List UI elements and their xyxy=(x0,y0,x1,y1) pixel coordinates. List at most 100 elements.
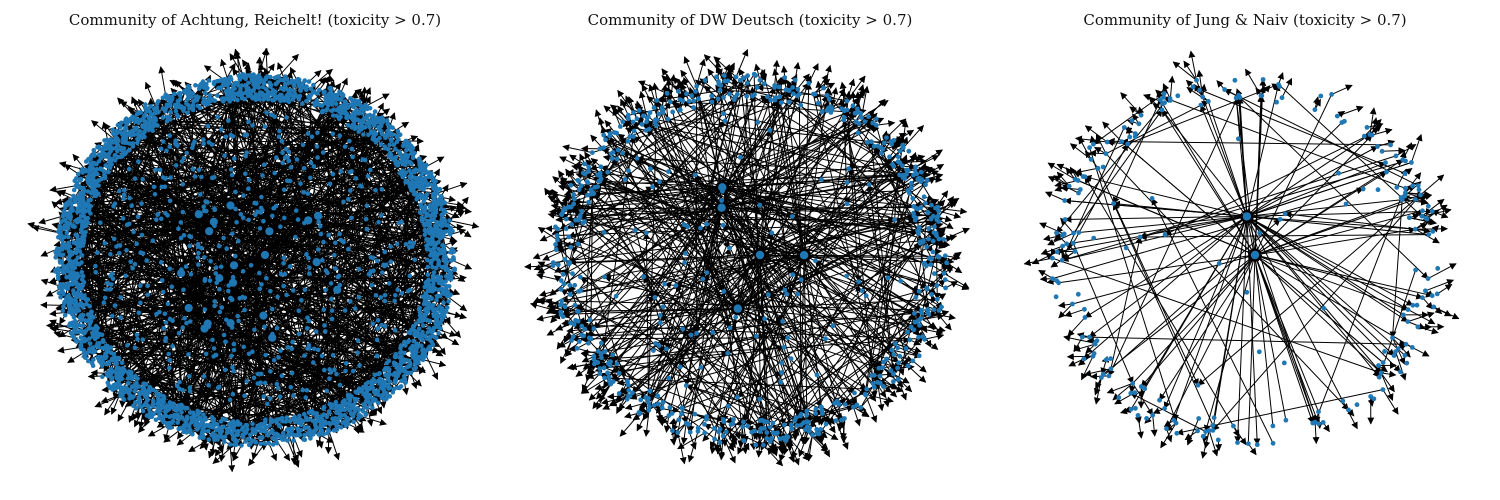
node xyxy=(126,221,132,227)
node xyxy=(124,122,130,127)
node xyxy=(89,160,95,166)
node xyxy=(367,112,373,118)
node xyxy=(348,188,353,193)
node xyxy=(403,380,408,386)
edge xyxy=(188,104,429,232)
node xyxy=(245,89,251,95)
node xyxy=(328,281,334,286)
node xyxy=(181,233,187,238)
node xyxy=(91,326,96,332)
node xyxy=(394,241,400,247)
node xyxy=(207,93,213,98)
edge xyxy=(113,187,424,242)
node xyxy=(314,144,320,149)
node xyxy=(409,348,415,354)
node xyxy=(264,110,269,115)
node xyxy=(317,223,323,229)
node xyxy=(210,337,215,343)
node xyxy=(75,237,81,242)
node xyxy=(180,209,186,215)
node xyxy=(258,77,264,83)
node xyxy=(375,400,381,406)
node xyxy=(227,442,233,447)
node xyxy=(160,175,166,180)
node xyxy=(153,116,158,122)
node xyxy=(143,400,149,406)
edge xyxy=(176,429,198,446)
node xyxy=(364,227,370,232)
node xyxy=(442,264,447,269)
node xyxy=(384,360,390,366)
node xyxy=(168,109,173,115)
node xyxy=(274,440,280,446)
edge xyxy=(651,82,659,101)
node xyxy=(272,114,277,119)
node xyxy=(136,310,142,316)
node xyxy=(429,296,434,302)
node xyxy=(420,337,426,343)
node xyxy=(430,175,435,180)
node xyxy=(134,385,139,390)
node xyxy=(382,249,388,255)
node xyxy=(440,290,446,296)
node xyxy=(339,413,344,418)
node xyxy=(262,324,267,330)
node xyxy=(431,325,437,331)
node xyxy=(278,224,283,229)
node xyxy=(425,264,431,270)
node xyxy=(274,381,280,387)
node xyxy=(358,183,363,188)
node xyxy=(164,114,170,120)
node xyxy=(392,386,397,392)
node xyxy=(241,344,246,350)
node xyxy=(268,333,277,342)
node xyxy=(395,287,401,293)
node xyxy=(376,219,381,225)
edge xyxy=(332,244,443,406)
node xyxy=(389,156,395,161)
node xyxy=(434,298,439,303)
edge xyxy=(143,126,244,219)
node xyxy=(244,132,250,138)
node xyxy=(85,297,91,302)
node xyxy=(358,414,364,419)
node xyxy=(355,350,360,356)
node xyxy=(230,364,235,370)
node xyxy=(78,193,83,198)
node xyxy=(403,159,408,165)
node xyxy=(224,246,229,251)
node xyxy=(90,152,96,158)
node xyxy=(324,388,330,394)
node xyxy=(196,262,201,267)
node xyxy=(140,337,146,342)
node xyxy=(184,430,189,435)
node xyxy=(187,233,192,239)
edge xyxy=(187,91,388,394)
node xyxy=(341,239,346,245)
node xyxy=(404,147,409,153)
node xyxy=(117,250,122,256)
node xyxy=(394,365,400,371)
edge xyxy=(229,53,243,75)
node xyxy=(274,155,279,160)
node xyxy=(118,315,124,320)
node xyxy=(441,243,447,249)
node xyxy=(72,278,78,284)
node xyxy=(340,92,346,98)
node xyxy=(371,120,376,125)
node xyxy=(113,381,119,387)
node xyxy=(405,289,411,294)
node xyxy=(63,218,68,224)
node xyxy=(428,334,433,340)
node xyxy=(437,304,442,309)
node xyxy=(274,325,280,331)
edge xyxy=(229,224,449,445)
node xyxy=(304,98,309,104)
node xyxy=(393,378,398,384)
node xyxy=(78,213,84,219)
node xyxy=(436,246,442,252)
edge xyxy=(330,87,343,419)
node xyxy=(435,257,440,262)
node xyxy=(83,318,88,324)
node xyxy=(345,123,351,128)
